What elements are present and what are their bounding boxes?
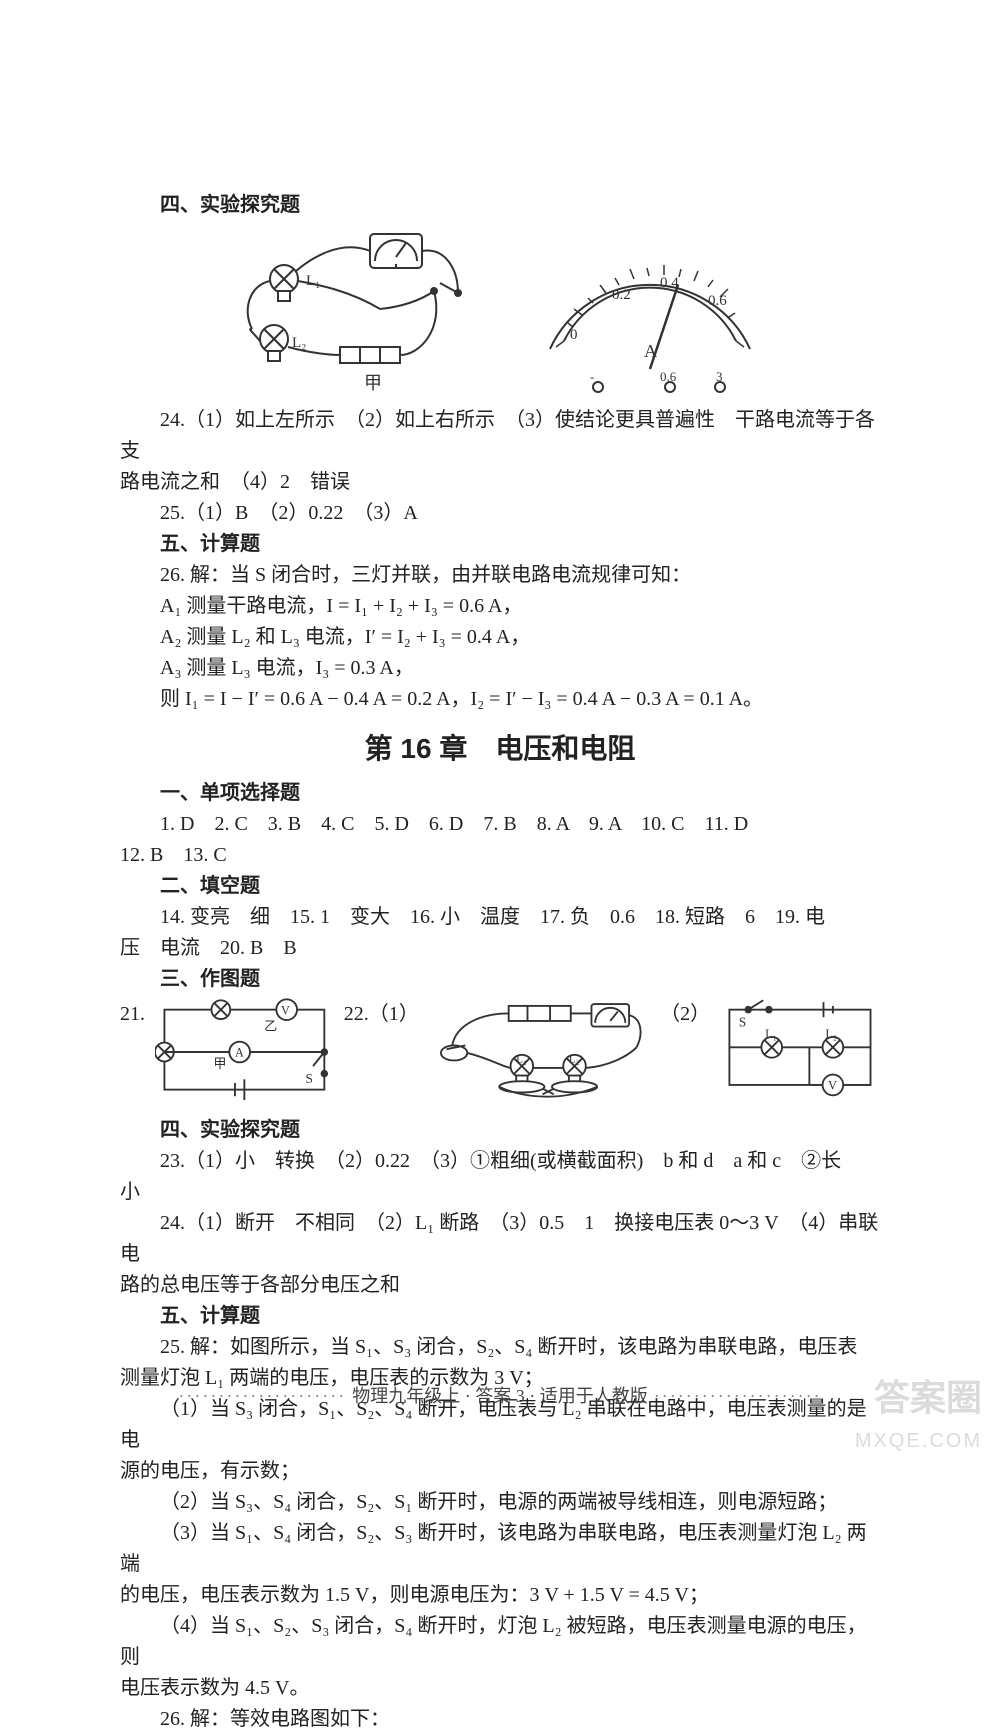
ammeter-scale: 0 0.2 0.4 0.6 A - 0.6 3 <box>520 229 780 399</box>
term-3: 3 <box>716 369 723 384</box>
section-5b-head: 五、计算题 <box>120 1301 880 1332</box>
q26-l4: A₃ 测量 L₃ 电流，I₃ = 0.3 A， <box>120 653 880 684</box>
circuit-jia-svg: L₁ L₂ 甲 <box>220 229 480 399</box>
q25: 25.（1）B （2）0.22 （3）A <box>120 498 880 529</box>
fill-line2: 压 电流 20. B B <box>120 933 880 964</box>
c22b-V: V <box>828 1079 837 1093</box>
q26-l3: A₂ 测量 L₂ 和 L₃ 电流，I′ = I₂ + I₃ = 0.4 A， <box>120 622 880 653</box>
drawing-row: 21. <box>120 997 880 1107</box>
circuit-21: V 乙 A 甲 S <box>155 997 334 1107</box>
q25b-l7: 的电压，电压表示数为 1.5 V，则电源电压为：3 V + 1.5 V = 4.… <box>120 1580 880 1611</box>
c22a-L1: L₁ <box>516 1054 527 1066</box>
mc-line2: 12. B 13. C <box>120 840 880 871</box>
c21-S: S <box>306 1071 313 1086</box>
q26b: 26. 解：等效电路图如下： <box>120 1704 880 1735</box>
q24-line2: 路电流之和 （4）2 错误 <box>120 467 880 498</box>
section-4-head: 四、实验探究题 <box>120 190 880 221</box>
label-22-1: 22.（1） <box>344 997 415 1030</box>
c21-A: A <box>235 1046 244 1060</box>
ammeter-svg: 0 0.2 0.4 0.6 A - 0.6 3 <box>520 229 780 399</box>
q26-l2: A₁ 测量干路电流，I = I₁ + I₂ + I₃ = 0.6 A， <box>120 591 880 622</box>
scale-04: 0.4 <box>660 275 679 291</box>
q26-l1: 26. 解：当 S 闭合时，三灯并联，由并联电路电流规律可知： <box>120 560 880 591</box>
fill-head: 二、填空题 <box>120 871 880 902</box>
fill-line1: 14. 变亮 细 15. 1 变大 16. 小 温度 17. 负 0.6 18.… <box>120 902 880 933</box>
q25b-l5: （2）当 S₃、S₄ 闭合，S₂、S₁ 断开时，电源的两端被导线相连，则电源短路… <box>120 1487 880 1518</box>
circuit-jia: L₁ L₂ 甲 <box>220 229 480 399</box>
c22b-L1: L₁ <box>765 1027 777 1041</box>
label-l1: L₁ <box>306 273 320 289</box>
label-21: 21. <box>120 997 145 1030</box>
q25b-l9: 电压表示数为 4.5 V。 <box>120 1673 880 1704</box>
c22b-L2: L₂ <box>825 1027 837 1041</box>
section-5-head: 五、计算题 <box>120 529 880 560</box>
watermark-line1: 答案圈 <box>855 1370 982 1426</box>
ammeter-A: A <box>644 341 657 361</box>
q25b-l6: （3）当 S₁、S₄ 闭合，S₂、S₃ 断开时，该电路为串联电路，电压表测量灯泡… <box>120 1518 880 1580</box>
scale-0: 0 <box>570 327 578 343</box>
q24b-l2: 路的总电压等于各部分电压之和 <box>120 1270 880 1301</box>
c22a-L2: L₂ <box>569 1054 580 1066</box>
circuit-22b: S L₁ L₂ V <box>720 997 880 1107</box>
page-footer: 物理九年级上 · 答案 3 · 适用于人教版 <box>0 1383 1000 1411</box>
label-jia: 甲 <box>364 373 382 393</box>
circuit-22a: L₁ L₂ <box>424 997 650 1107</box>
page-root: 四、实验探究题 <box>0 0 1000 1471</box>
term-neg: - <box>590 369 594 384</box>
footer-text: 物理九年级上 · 答案 3 · 适用于人教版 <box>172 1386 827 1406</box>
c21-V: V <box>281 1004 290 1018</box>
scale-06: 0.6 <box>708 293 727 309</box>
c22b-S: S <box>739 1015 746 1030</box>
chapter-16-title: 第 16 章 电压和电阻 <box>120 727 880 770</box>
c21-jia: 甲 <box>213 1056 226 1071</box>
section-4b-head: 四、实验探究题 <box>120 1115 880 1146</box>
q23: 23.（1）小 转换 （2）0.22 （3）①粗细(或横截面积) b 和 d a… <box>120 1146 880 1208</box>
q24-line1: 24.（1）如上左所示 （2）如上右所示 （3）使结论更具普遍性 干路电流等于各… <box>120 405 880 467</box>
watermark: 答案圈 MXQE.COM <box>855 1370 982 1457</box>
scale-02: 0.2 <box>612 287 631 303</box>
q25b-l4: 源的电压，有示数； <box>120 1456 880 1487</box>
draw-head: 三、作图题 <box>120 964 880 995</box>
q25b-l1: 25. 解：如图所示，当 S₁、S₃ 闭合，S₂、S₄ 断开时，该电路为串联电路… <box>120 1332 880 1363</box>
c21-yi: 乙 <box>264 1019 277 1034</box>
label-l2: L₂ <box>292 335 306 351</box>
q24b-l1: 24.（1）断开 不相同 （2）L₁ 断路 （3）0.5 1 换接电压表 0～3… <box>120 1208 880 1270</box>
term-06: 0.6 <box>660 369 677 384</box>
mc-head: 一、单项选择题 <box>120 778 880 809</box>
q26-l5: 则 I₁ = I − I′ = 0.6 A − 0.4 A = 0.2 A，I₂… <box>120 684 880 715</box>
label-22-2: （2） <box>660 997 710 1030</box>
mc-line1: 1. D 2. C 3. B 4. C 5. D 6. D 7. B 8. A … <box>120 809 880 840</box>
q25b-l8: （4）当 S₁、S₂、S₃ 闭合，S₄ 断开时，灯泡 L₂ 被短路，电压表测量电… <box>120 1611 880 1673</box>
watermark-line2: MXQE.COM <box>855 1426 982 1457</box>
top-diagram-row: L₁ L₂ 甲 <box>120 229 880 399</box>
